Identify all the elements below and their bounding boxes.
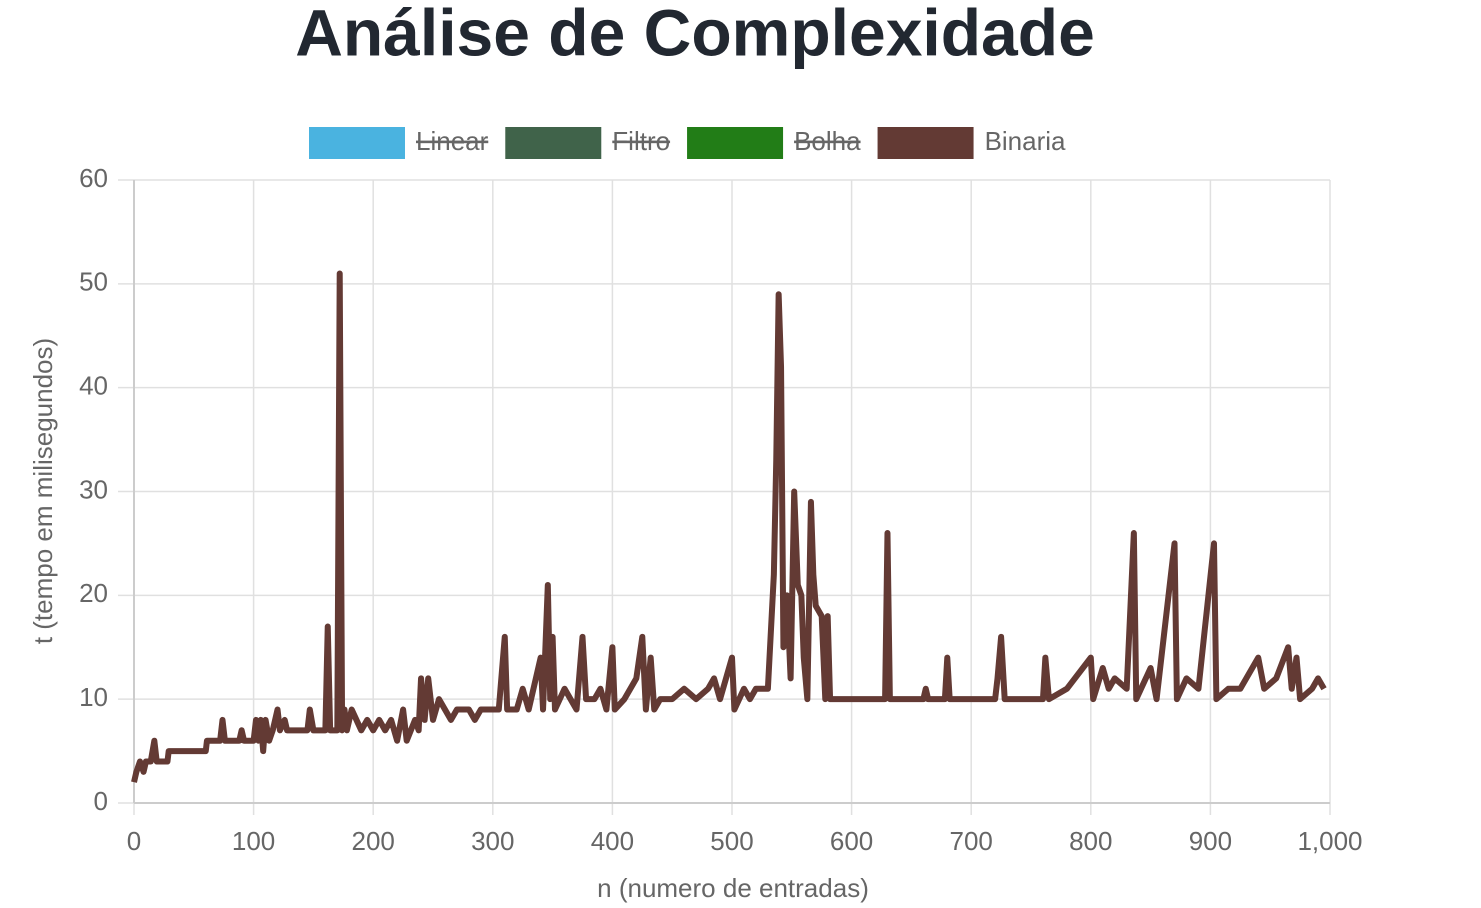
legend-label: Binaria — [985, 126, 1066, 156]
x-tick-label: 200 — [352, 826, 395, 856]
x-tick-label: 100 — [232, 826, 275, 856]
y-tick-label: 60 — [79, 163, 108, 193]
chart-title: Análise de Complexidade — [295, 0, 1095, 69]
y-tick-label: 40 — [79, 371, 108, 401]
x-tick-label: 0 — [127, 826, 141, 856]
legend-swatch — [877, 127, 974, 159]
y-tick-label: 50 — [79, 267, 108, 297]
x-tick-label: 800 — [1069, 826, 1112, 856]
legend-label: Linear — [416, 126, 489, 156]
legend-swatch — [309, 127, 405, 159]
y-tick-label: 30 — [79, 474, 108, 504]
x-tick-label: 300 — [471, 826, 514, 856]
x-tick-label: 900 — [1189, 826, 1232, 856]
x-tick-label: 700 — [950, 826, 993, 856]
x-tick-label: 500 — [710, 826, 753, 856]
legend-swatch — [505, 127, 602, 159]
y-axis-label: t (tempo em milisegundos) — [28, 338, 58, 644]
data-line — [131, 270, 1327, 783]
legend-label: Bolha — [794, 126, 861, 156]
legend-label: Filtro — [612, 126, 670, 156]
x-tick-label: 400 — [591, 826, 634, 856]
y-tick-label: 0 — [94, 786, 108, 816]
x-tick-label: 1,000 — [1297, 826, 1362, 856]
y-tick-label: 10 — [79, 682, 108, 712]
y-tick-label: 20 — [79, 578, 108, 608]
legend-swatch — [687, 127, 784, 159]
x-axis-label: n (numero de entradas) — [597, 873, 869, 903]
x-tick-label: 600 — [830, 826, 873, 856]
